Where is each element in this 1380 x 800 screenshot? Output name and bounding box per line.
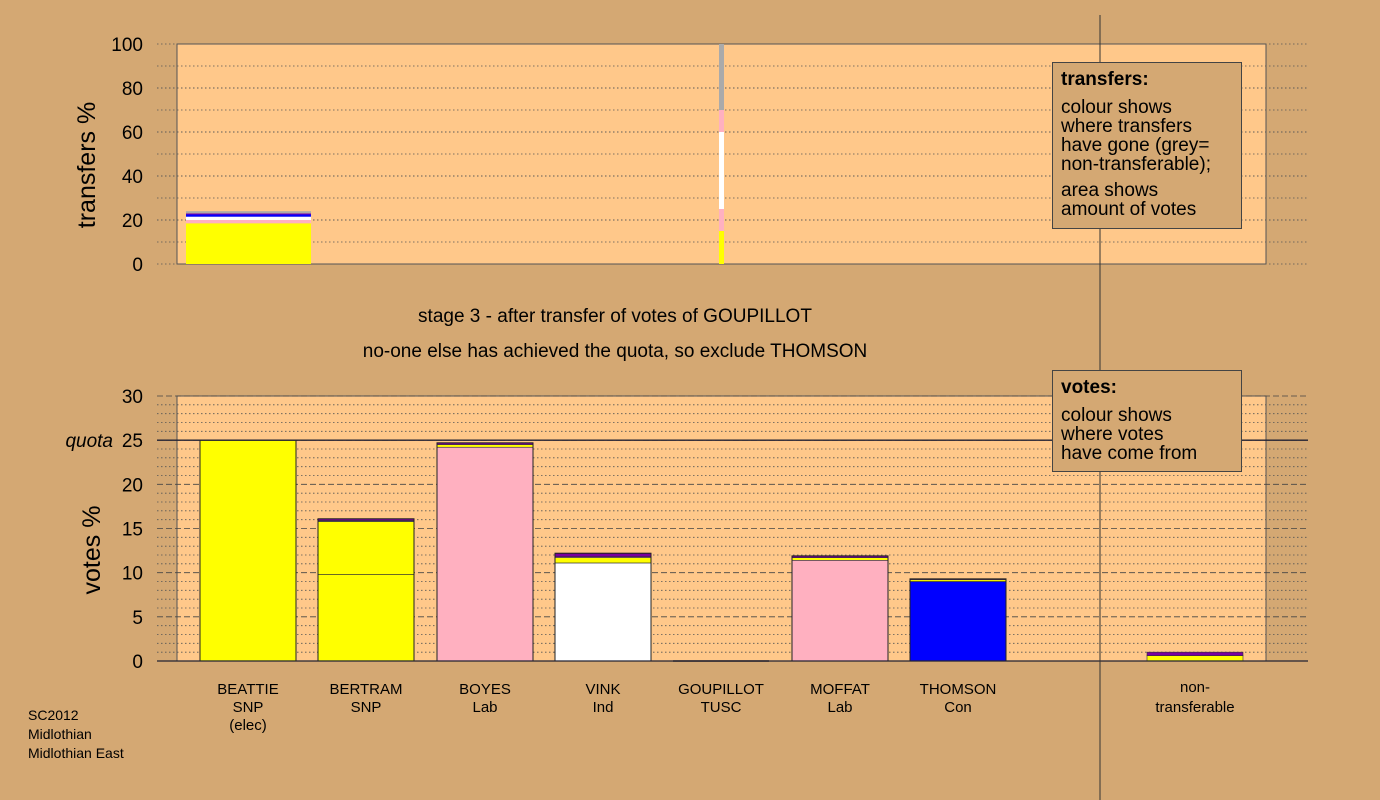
stage-title: stage 3 - after transfer of votes of GOU… [418,306,812,327]
vote-segment [554,552,652,558]
votes-tick-label: 0 [132,652,143,673]
votes-axis-label: votes % [78,506,106,595]
votes-tick-label: 30 [122,387,143,408]
legend-line: where transfers [1061,116,1192,137]
nontransferable-label: non- [1180,679,1210,696]
transfers-tick-label: 60 [122,123,143,144]
nontransferable-label: transferable [1155,699,1234,716]
axis-labels: 0 20 40 60 80 100 transfers % 0 5 10 15 20 25 30 quota… [65,15,1235,800]
transfer-segment [186,223,311,264]
transfer-strip-segment [719,132,724,209]
transfer-segment [186,220,311,224]
legend-line: have gone (grey= [1061,135,1210,156]
transfer-strip-segment [719,209,724,231]
vote-segment [554,562,652,662]
footer-line: SC2012 [28,707,79,723]
votes-legend: votes: colour shows where votes have com… [1052,370,1242,472]
candidate-party: Con [944,699,972,716]
candidate-name: BEATTIE [217,681,278,698]
vote-segment [791,557,889,561]
transfer-strip-segment [719,44,724,110]
vote-segment [436,444,534,448]
candidate-name: BERTRAM [329,681,402,698]
transfer-strip-segment [719,231,724,264]
footer: SC2012 Midlothian Midlothian East [28,706,124,763]
transfers-tick-label: 40 [122,167,143,188]
footer-line: Midlothian East [28,745,124,761]
transfers-marks [186,44,724,264]
transfer-segment [186,216,311,220]
votes-tick-label: 15 [122,520,143,541]
candidate-party: SNP [233,699,264,716]
quota-label: quota [65,431,113,452]
transfer-segment [186,213,311,215]
vote-segment [909,581,1007,662]
transfers-axis-label: transfers % [73,102,101,228]
vote-segment [317,521,415,575]
transfer-strip-segment [719,110,724,132]
candidate-name: VINK [585,681,620,698]
legend-line: colour shows [1061,97,1172,118]
transfers-legend: transfers: colour shows where transfers … [1052,62,1242,229]
candidate-party: Lab [472,699,497,716]
candidate-name: BOYES [459,681,511,698]
candidate-name: MOFFAT [810,681,870,698]
vote-segment [436,446,534,662]
candidate-party: SNP [351,699,382,716]
candidate-name: GOUPILLOT [678,681,764,698]
vote-segment [199,439,297,662]
candidate-note: (elec) [229,717,267,734]
legend-line: have come from [1061,443,1198,464]
votes-marks [157,439,1308,662]
vote-segment [317,574,415,662]
candidate-party: TUSC [701,699,742,716]
transfers-tick-label: 0 [132,255,143,276]
candidate-party: Lab [827,699,852,716]
status-title: no-one else has achieved the quota, so e… [362,341,868,362]
transfer-segment [186,214,311,217]
legend-line: area shows [1061,180,1159,201]
legend-line: where votes [1061,424,1164,445]
transfer-segment [186,211,311,214]
transfers-tick-label: 100 [111,35,143,56]
votes-tick-label: 20 [122,475,143,496]
votes-legend-heading: votes: [1061,377,1117,398]
vote-segment [554,557,652,564]
nontransferable-segment [1146,655,1244,662]
votes-tick-label: 10 [122,564,143,585]
votes-tick-label: 25 [122,431,143,452]
footer-line: Midlothian [28,726,92,742]
legend-line: non-transferable); [1061,154,1211,175]
transfers-tick-label: 20 [122,211,143,232]
candidate-party: Ind [593,699,614,716]
legend-line: amount of votes [1061,199,1197,220]
candidate-name: THOMSON [920,681,997,698]
nontransferable-segment [1146,651,1244,657]
votes-tick-label: 5 [132,608,143,629]
transfers-tick-label: 80 [122,79,143,100]
vote-segment [791,559,889,662]
transfers-legend-heading: transfers: [1061,69,1149,90]
legend-line: colour shows [1061,405,1172,426]
